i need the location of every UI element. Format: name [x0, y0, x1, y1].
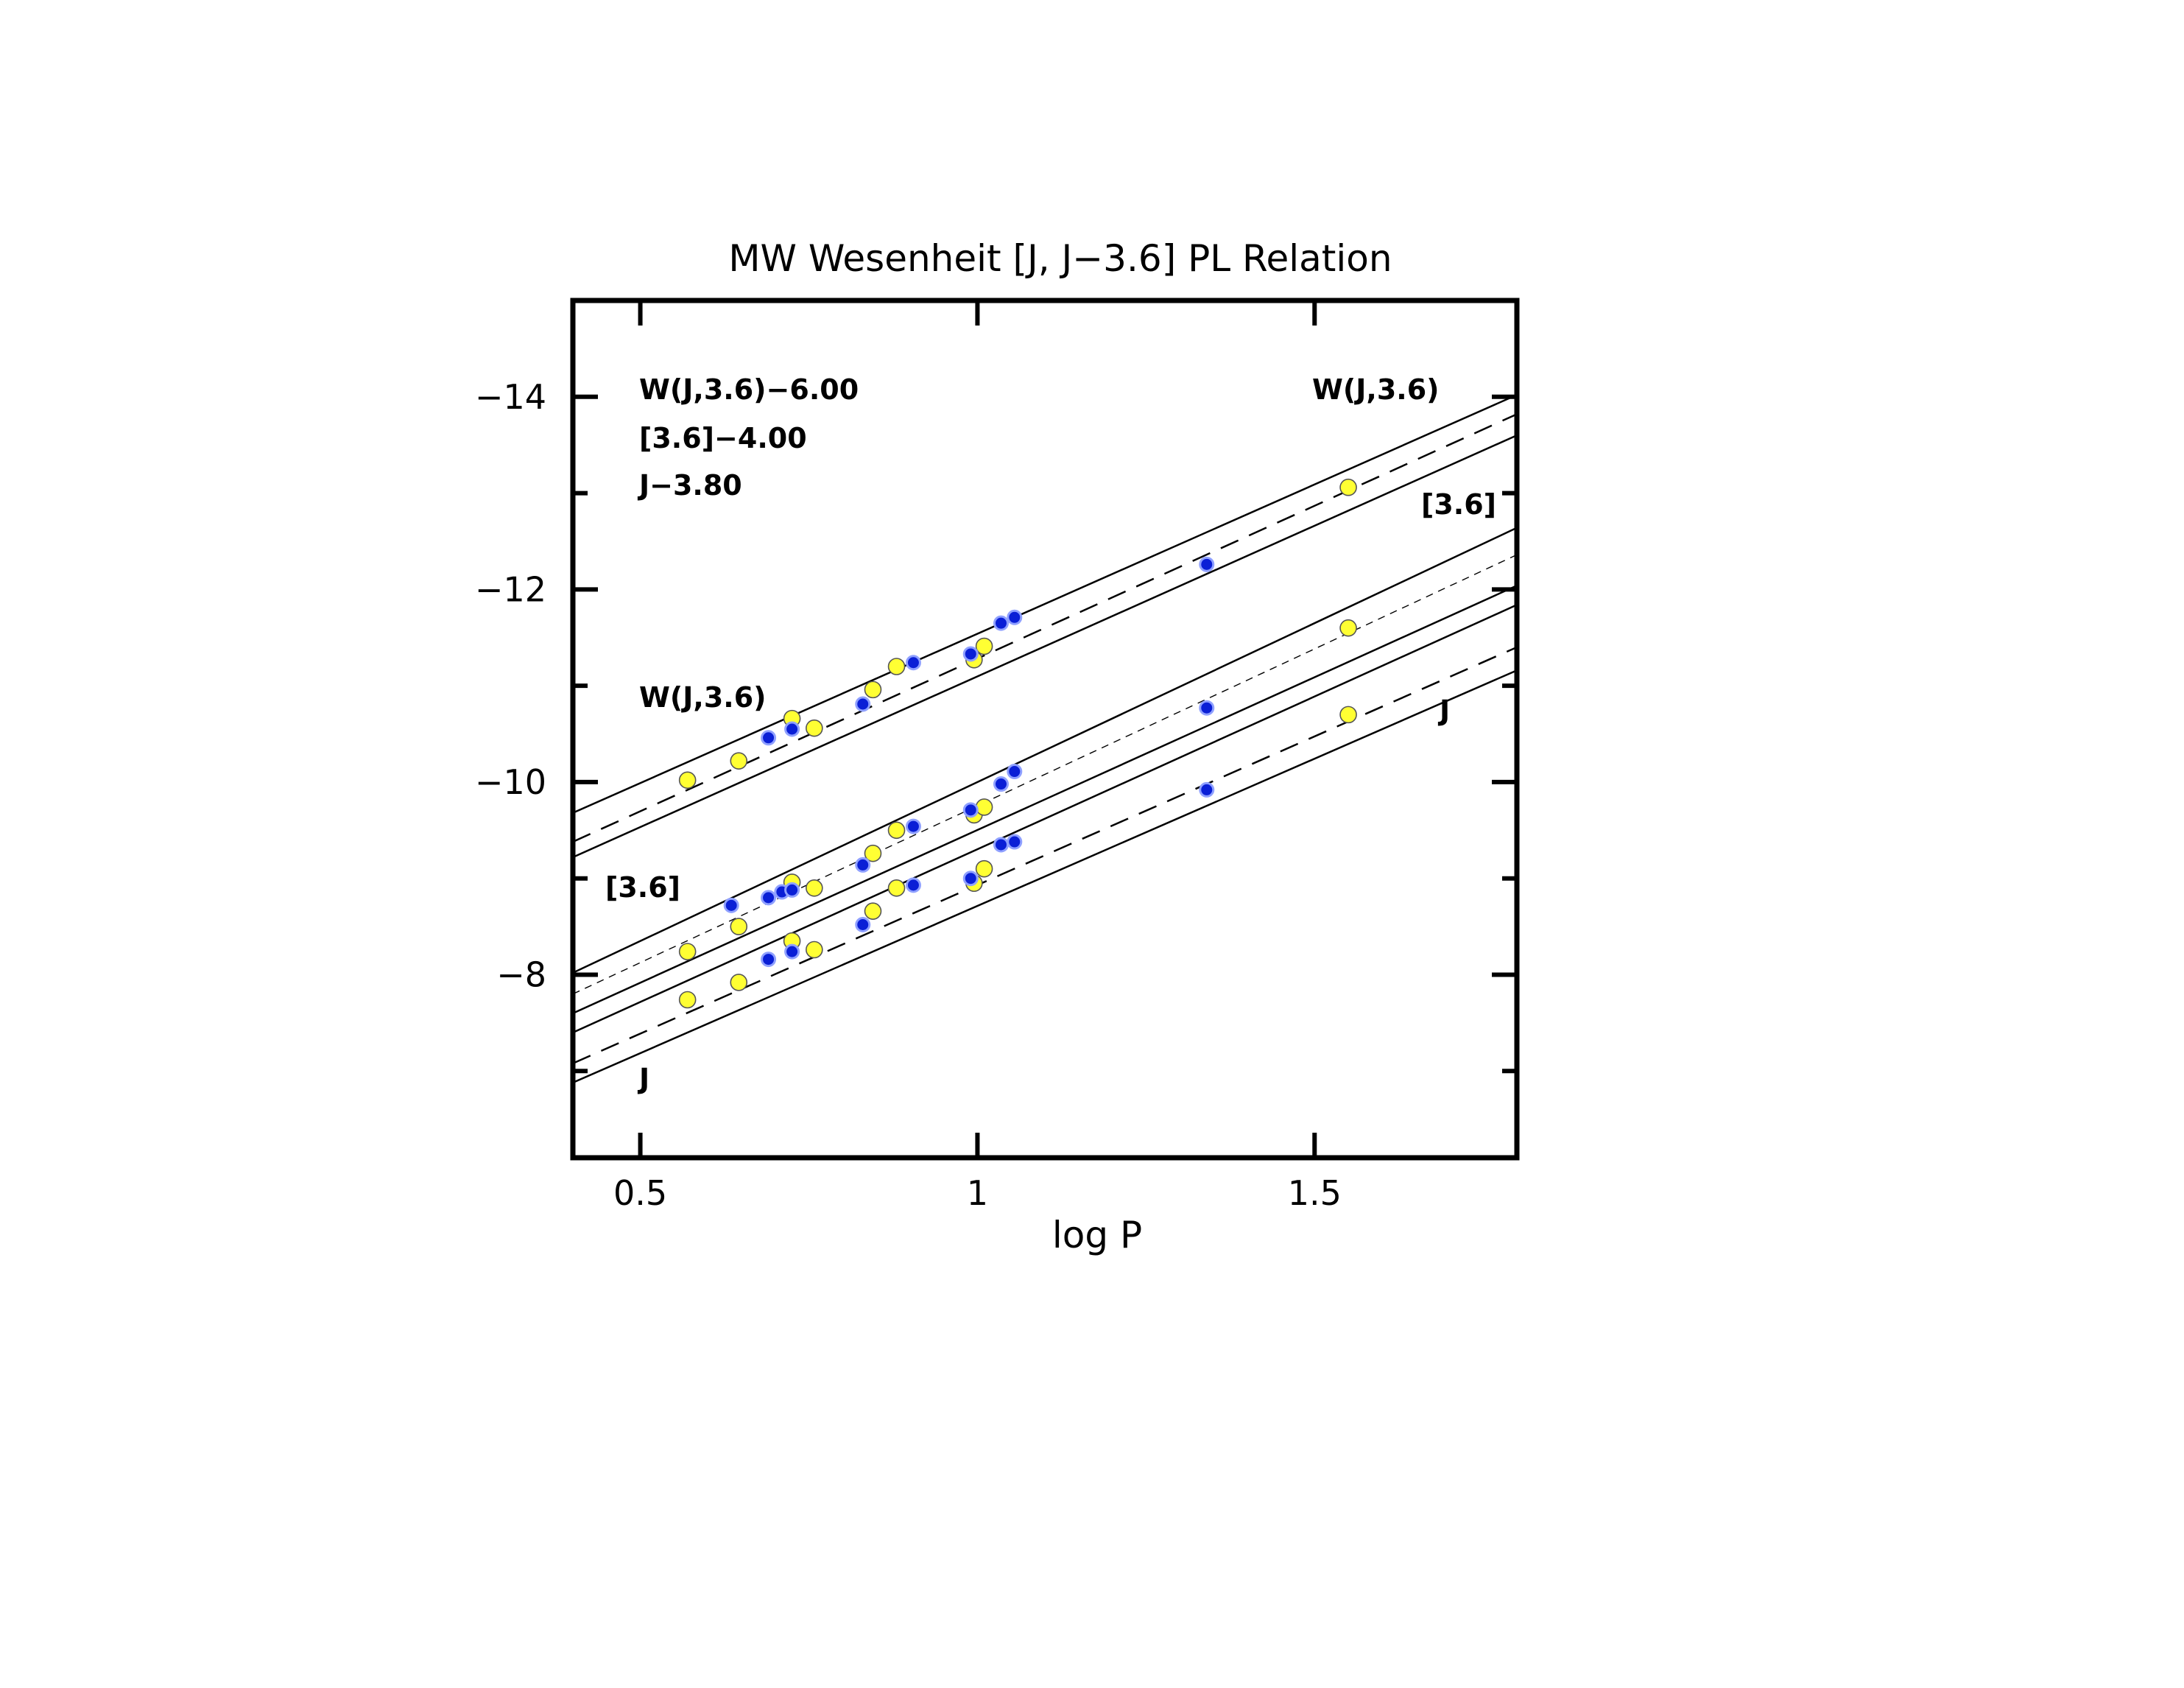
yellow-point-7 [975, 637, 993, 655]
blue-point-2 [855, 696, 871, 712]
axis-tick-labels: 0.5 1 1.5 −14 −12 −10 −8 [475, 377, 1342, 1213]
yellow-point-1 [730, 752, 748, 770]
blue-point-23 [993, 837, 1009, 853]
blue-point-4 [962, 646, 979, 662]
blue-point-8 [723, 897, 739, 913]
band-label-w-right: W(J,3.6) [1312, 373, 1440, 406]
yellow-point-5 [887, 658, 906, 675]
blue-point-5 [993, 615, 1009, 631]
fit-line-0 [573, 413, 1517, 843]
fit-line-8 [573, 669, 1517, 1084]
yellow-point-22 [864, 902, 882, 920]
blue-point-16 [1007, 764, 1023, 780]
yellow-point-4 [864, 681, 882, 699]
blue-point-20 [855, 916, 871, 932]
yellow-point-26 [1339, 706, 1357, 724]
blue-point-14 [962, 802, 979, 818]
blue-point-25 [1199, 781, 1215, 798]
blue-point-21 [905, 877, 921, 893]
yellow-point-16 [975, 798, 993, 816]
x-tick-label: 1.5 [1288, 1173, 1342, 1213]
yellow-point-23 [887, 879, 906, 897]
data-points [678, 478, 1357, 1009]
yellow-point-17 [1339, 619, 1357, 637]
blue-point-15 [993, 776, 1009, 792]
yellow-point-13 [864, 844, 882, 862]
fit-line-7 [573, 604, 1517, 1034]
band-label-j-left: J [637, 1063, 649, 1095]
yellow-point-12 [806, 879, 823, 897]
blue-point-22 [962, 871, 979, 887]
fit-line-2 [573, 434, 1517, 859]
yellow-point-8 [1339, 478, 1357, 496]
blue-point-13 [905, 818, 921, 834]
plot-frame [570, 298, 1520, 1161]
y-tick-label: −10 [475, 762, 546, 802]
blue-point-0 [761, 730, 777, 746]
blue-point-9 [761, 890, 777, 906]
yellow-point-25 [975, 859, 993, 878]
yellow-point-3 [806, 719, 823, 737]
yellow-point-0 [678, 771, 697, 790]
x-tick-label: 1 [967, 1173, 988, 1213]
blue-point-24 [1007, 834, 1023, 850]
offset-label-w: W(J,3.6)−6.00 [639, 373, 859, 406]
blue-point-11 [784, 882, 800, 898]
x-tick-label: 0.5 [613, 1173, 667, 1213]
fit-line-6 [573, 646, 1517, 1064]
band-label-36-left: [3.6] [605, 871, 680, 904]
offset-label-j: J−3.80 [637, 469, 742, 502]
blue-point-6 [1007, 609, 1023, 625]
fit-line-1 [573, 394, 1517, 814]
yellow-point-18 [678, 991, 697, 1009]
yellow-point-21 [806, 940, 823, 959]
x-axis-label: log P [1052, 1214, 1142, 1256]
band-label-36-right: [3.6] [1421, 488, 1496, 521]
band-label-j-right: J [1437, 694, 1450, 727]
y-tick-label: −12 [475, 569, 546, 609]
blue-point-19 [784, 943, 800, 960]
blue-point-12 [855, 857, 871, 873]
yellow-point-9 [678, 943, 697, 960]
blue-point-7 [1199, 556, 1215, 572]
band-label-w-left: W(J,3.6) [639, 681, 767, 714]
fit-line-3 [573, 554, 1517, 995]
blue-point-18 [761, 952, 777, 968]
fit-line-5 [573, 584, 1517, 1014]
chart-title: MW Wesenheit [J, J−3.6] PL Relation [728, 237, 1392, 280]
blue-point-1 [784, 721, 800, 737]
axis-ticks [573, 298, 1517, 1158]
y-tick-label: −8 [496, 955, 546, 995]
yellow-point-19 [730, 974, 748, 991]
offset-label-36: [3.6]−4.00 [639, 422, 807, 454]
yellow-point-10 [730, 918, 748, 935]
fit-lines [573, 394, 1517, 1084]
blue-point-17 [1199, 700, 1215, 716]
blue-point-3 [905, 655, 921, 671]
yellow-point-14 [887, 821, 906, 840]
y-tick-label: −14 [475, 377, 546, 417]
